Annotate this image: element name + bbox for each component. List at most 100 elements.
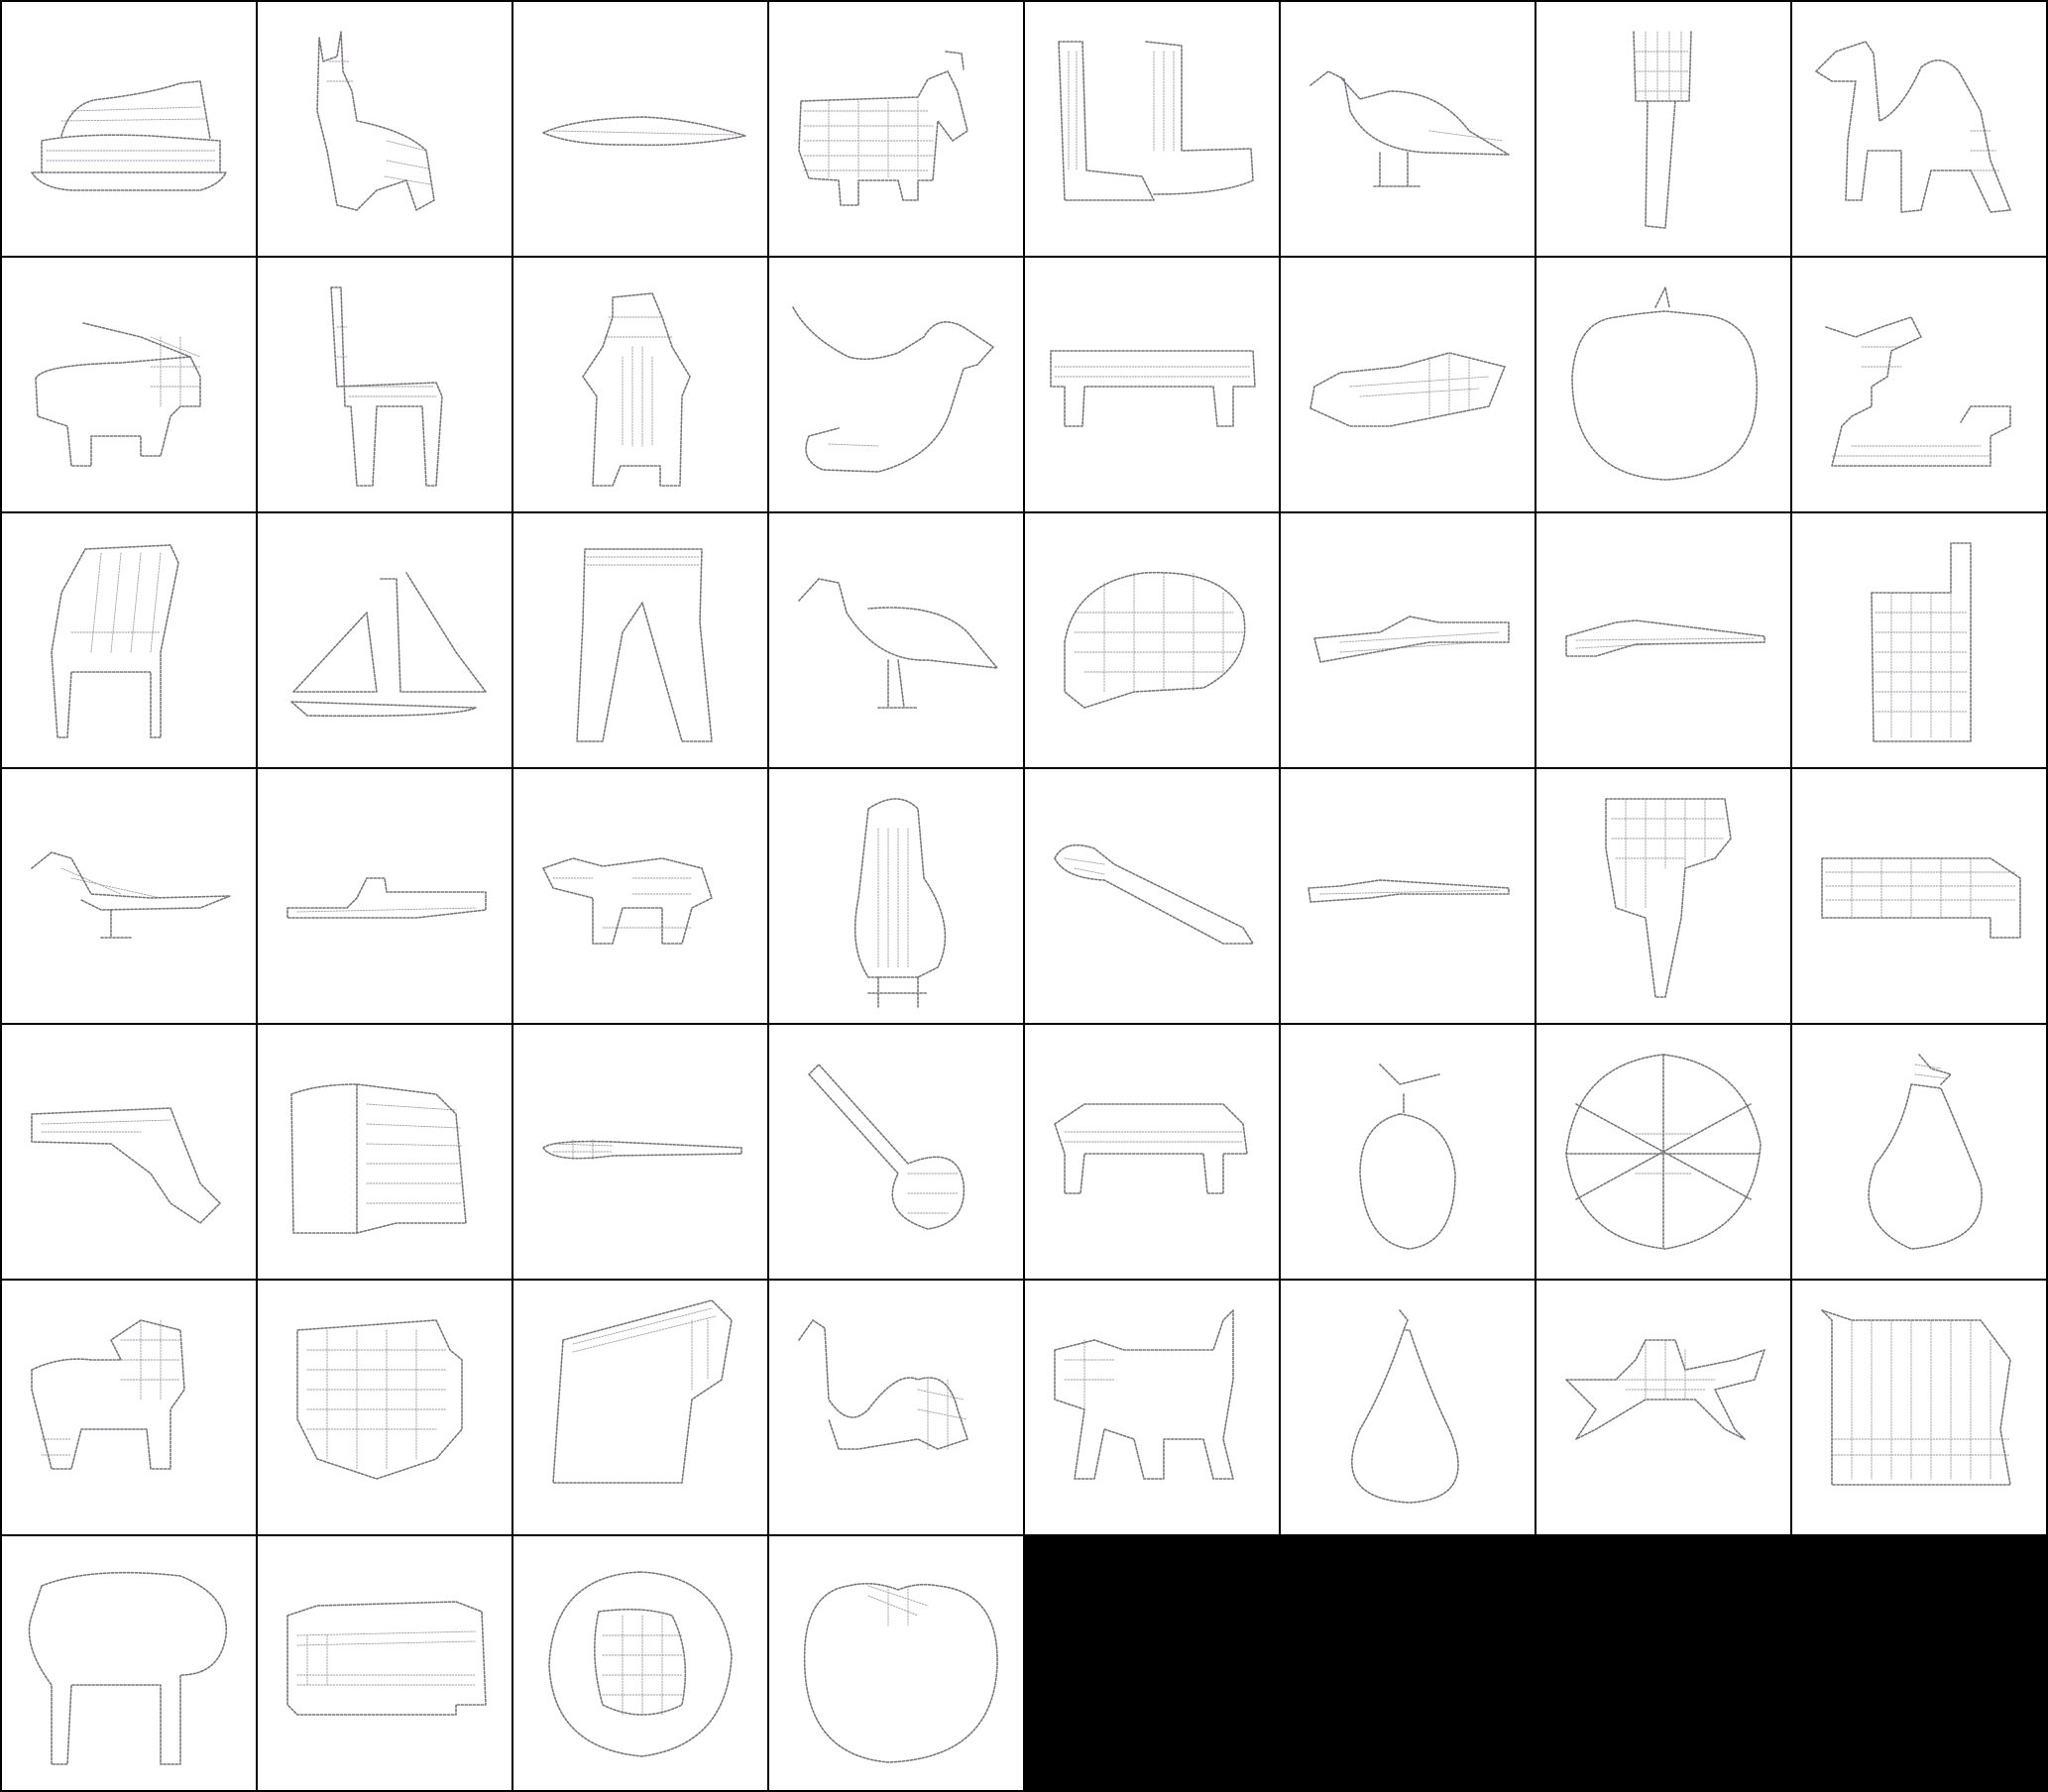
bench-drawing: [1050, 350, 1256, 427]
spider-drawing: [1565, 1339, 1765, 1440]
cellphone-drawing: [1871, 542, 1972, 742]
pizza-drawing: [548, 1571, 733, 1757]
pig-drawing: [35, 322, 201, 467]
cow-drawing: [542, 857, 713, 945]
spoon-drawing: [1054, 843, 1254, 945]
couch-drawing: [286, 1601, 487, 1716]
fork-drawing: [1633, 31, 1692, 229]
sketch-pear-2: [1281, 1281, 1535, 1534]
sketch-cruise-ship: [2, 2, 256, 256]
cat-drawing: [1054, 1309, 1234, 1480]
empty-cell: [1025, 1536, 1279, 1790]
animal-drawing: [1825, 316, 2011, 467]
pear-drawing: [1351, 1309, 1459, 1504]
wheel-drawing: [1565, 1054, 1762, 1250]
knife-drawing: [542, 1139, 742, 1161]
sketch-chair: [258, 258, 512, 511]
sketch-pig: [2, 258, 256, 511]
truck-drawing: [1821, 857, 2021, 939]
spoon-drawing: [808, 1064, 966, 1230]
dog-drawing: [316, 31, 435, 211]
sketch-lion-face: [258, 1281, 512, 1534]
sketch-penguin-2: [769, 769, 1023, 1023]
chair-drawing: [330, 286, 443, 487]
lion-face-drawing: [296, 1319, 463, 1480]
sketch-knife: [513, 1025, 767, 1279]
bird-drawing: [1309, 70, 1510, 187]
submarine-drawing: [1313, 616, 1510, 663]
bird-drawing: [798, 578, 998, 709]
pants-drawing: [576, 548, 713, 742]
sketch-bench-1: [1025, 258, 1279, 511]
speedboat-drawing: [1309, 352, 1506, 427]
sailboat-drawing: [290, 572, 487, 718]
sketch-spider: [1536, 1281, 1790, 1534]
sketch-pear-1: [1792, 1025, 2046, 1279]
sketch-couch: [258, 1536, 512, 1790]
sketch-boots: [1025, 2, 1279, 256]
sketch-dog: [258, 2, 512, 256]
camel-drawing: [798, 1319, 968, 1450]
armchair-drawing: [51, 544, 179, 738]
sketch-harp: [1792, 1281, 2046, 1534]
apple-drawing: [1571, 286, 1759, 481]
sketch-elephant: [769, 2, 1023, 256]
cruise-ship-drawing: [31, 80, 227, 191]
sketch-lion: [2, 1281, 256, 1534]
pistol-drawing: [31, 1107, 221, 1224]
pear-drawing: [1868, 1054, 1983, 1250]
duck-drawing: [792, 306, 994, 473]
sketch-pants: [513, 513, 767, 767]
sketch-bird-1: [1281, 2, 1535, 256]
apple-drawing: [1359, 1064, 1456, 1250]
sketch-pizza: [513, 1536, 767, 1790]
sketch-spoon-1: [1025, 769, 1279, 1023]
sketch-pistol: [2, 1025, 256, 1279]
sketch-penguin-1: [513, 258, 767, 511]
sketch-cat: [1025, 1281, 1279, 1534]
hair-dryer-drawing: [1605, 798, 1732, 998]
bench-drawing: [1054, 1103, 1248, 1194]
empty-cell: [1792, 1536, 2046, 1790]
sketch-cellphone: [1792, 513, 2046, 767]
camel-drawing: [1815, 41, 2011, 213]
pumpkin-drawing: [803, 1582, 998, 1763]
canoe-drawing: [542, 116, 746, 147]
sketch-truck: [1792, 769, 2046, 1023]
rifle-drawing: [1565, 619, 1765, 657]
sketch-rifle-2: [1281, 769, 1535, 1023]
sketch-apple-2: [1281, 1025, 1535, 1279]
rifle-drawing: [1308, 879, 1510, 903]
penguin-drawing: [582, 292, 691, 487]
empty-cell: [1281, 1536, 1535, 1790]
sketch-rifle-1: [1536, 513, 1790, 767]
sketch-camel-1: [1792, 2, 2046, 256]
sketch-hair-dryer: [1536, 769, 1790, 1023]
sketch-fork: [1536, 2, 1790, 256]
sketch-armchair: [2, 513, 256, 767]
sketch-sailboat: [258, 513, 512, 767]
sketch-apple-1: [1536, 258, 1790, 511]
empty-cell: [1536, 1536, 1790, 1790]
elephant-drawing: [798, 51, 968, 206]
sketch-cow: [513, 769, 767, 1023]
sketch-canoe: [513, 2, 767, 256]
book-drawing: [552, 1299, 733, 1484]
sketch-table: [2, 1536, 256, 1790]
sketch-spoon-2: [769, 1025, 1023, 1279]
boots-drawing: [1058, 41, 1254, 201]
lion-drawing: [31, 1319, 185, 1470]
sketch-pumpkin: [769, 1536, 1023, 1790]
sketch-duck: [769, 258, 1023, 511]
sketch-bird-2: [769, 513, 1023, 767]
book-drawing: [290, 1083, 467, 1234]
ship-drawing: [286, 877, 487, 919]
harp-drawing: [1821, 1309, 2011, 1486]
table-drawing: [28, 1571, 228, 1765]
sketch-wheel: [1536, 1025, 1790, 1279]
sketch-camel-2: [769, 1281, 1023, 1534]
sketch-ship: [258, 769, 512, 1023]
sketch-bench-2: [1025, 1025, 1279, 1279]
sketch-book-2: [513, 1281, 767, 1534]
